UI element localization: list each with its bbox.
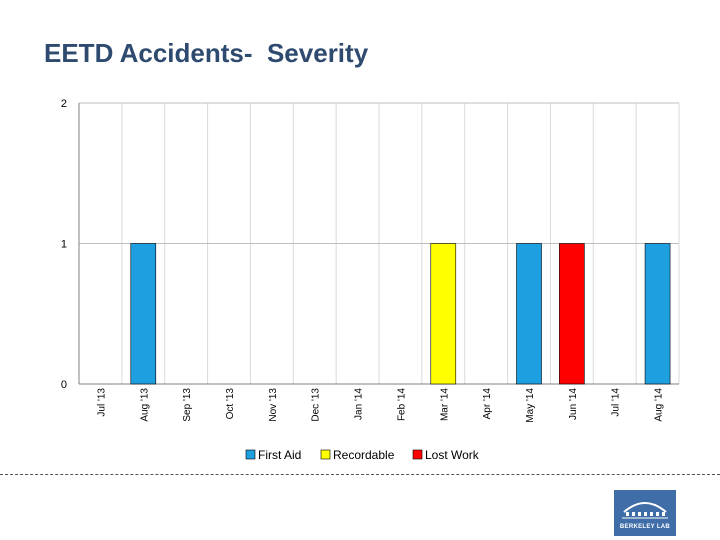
x-tick-label: Aug '13 bbox=[139, 388, 150, 422]
x-tick-label: Jul '14 bbox=[611, 388, 622, 417]
lab-building-icon bbox=[622, 502, 668, 519]
berkeley-lab-logo: BERKELEY LAB bbox=[614, 490, 676, 536]
legend-swatch bbox=[245, 449, 256, 460]
legend-label: Lost Work bbox=[425, 448, 480, 462]
x-tick-label: Jun '14 bbox=[568, 388, 579, 420]
footer-divider bbox=[0, 474, 720, 475]
x-tick-label: Nov '13 bbox=[268, 388, 279, 422]
x-tick-label: Mar '14 bbox=[439, 388, 450, 421]
bar-lost-work bbox=[559, 243, 585, 385]
y-tick-labels: 0 1 2 bbox=[61, 98, 67, 391]
severity-chart: 0 1 2 Jul '13 Aug '13 Sep '13 Oct '13 Nov '13 D… bbox=[61, 98, 680, 462]
bars-layer bbox=[130, 243, 671, 385]
legend-label: Recordable bbox=[333, 448, 395, 462]
bar-first-aid bbox=[644, 243, 671, 385]
legend-label: First Aid bbox=[258, 448, 301, 462]
bar-recordable bbox=[430, 243, 457, 385]
bar-first-aid bbox=[516, 243, 542, 385]
x-tick-label: Oct '13 bbox=[225, 388, 236, 420]
x-tick-label: Apr '14 bbox=[482, 388, 493, 420]
x-tick-label: Sep '13 bbox=[182, 388, 193, 422]
legend-swatch bbox=[320, 449, 331, 460]
y-tick-label: 2 bbox=[61, 98, 67, 110]
y-tick-label: 0 bbox=[61, 379, 67, 391]
x-tick-label: Jan '14 bbox=[354, 388, 365, 420]
x-tick-label: Dec '13 bbox=[311, 388, 322, 422]
x-tick-label: Aug '14 bbox=[654, 388, 665, 422]
x-tick-label: Feb '14 bbox=[396, 388, 407, 421]
legend: First Aid Recordable Lost Work bbox=[245, 448, 480, 462]
legend-swatch bbox=[412, 449, 423, 460]
x-tick-label: Jul '13 bbox=[96, 388, 107, 417]
page-title: EETD Accidents- Severity bbox=[44, 38, 369, 68]
x-tick-label: May '14 bbox=[525, 388, 536, 423]
y-tick-label: 1 bbox=[61, 239, 67, 251]
bar-first-aid bbox=[130, 243, 157, 385]
x-tick-labels: Jul '13 Aug '13 Sep '13 Oct '13 Nov '13 Dec '… bbox=[96, 388, 664, 423]
grid-layer bbox=[78, 102, 680, 385]
logo-text: BERKELEY LAB bbox=[619, 524, 671, 530]
